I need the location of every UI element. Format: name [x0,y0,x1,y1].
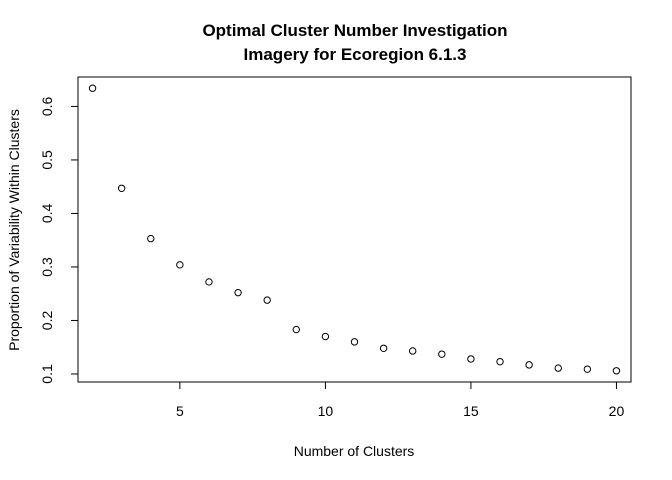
data-point [467,355,475,363]
data-point [117,184,126,192]
data-point [438,350,446,358]
data-point [234,288,242,297]
x-tick-label: 20 [609,403,625,419]
y-axis-label: Proportion of Variability Within Cluster… [6,109,22,351]
data-point [263,296,271,304]
chart-title-line-1: Optimal Cluster Number Investigation [202,21,507,40]
data-point [88,84,97,92]
y-tick-label: 0.4 [39,204,55,224]
data-point [525,361,533,369]
data-points [88,84,621,375]
chart-title-line-2: Imagery for Ecoregion 6.1.3 [244,45,467,64]
y-axis: 0.1 0.2 0.3 0.4 0.5 0.6 [39,96,79,384]
data-point [321,332,330,341]
data-point [350,338,359,346]
y-tick-label: 0.3 [39,257,55,277]
data-point [379,344,388,352]
x-tick-label: 10 [318,403,334,419]
x-axis-label: Number of Clusters [294,443,415,459]
data-point [554,364,562,372]
data-point [205,278,213,286]
x-axis: 5 10 15 20 [176,381,625,419]
y-tick-label: 0.2 [39,311,55,331]
data-point [176,261,184,269]
data-point [147,234,155,243]
data-point [409,347,417,355]
x-tick-label: 15 [463,403,479,419]
y-tick-label: 0.5 [39,150,55,170]
data-point [612,367,621,375]
data-point [292,325,300,334]
x-tick-label: 5 [176,403,184,419]
data-point [496,357,504,366]
y-tick-label: 0.1 [39,364,55,384]
y-tick-label: 0.6 [39,96,55,116]
data-point [583,365,592,373]
